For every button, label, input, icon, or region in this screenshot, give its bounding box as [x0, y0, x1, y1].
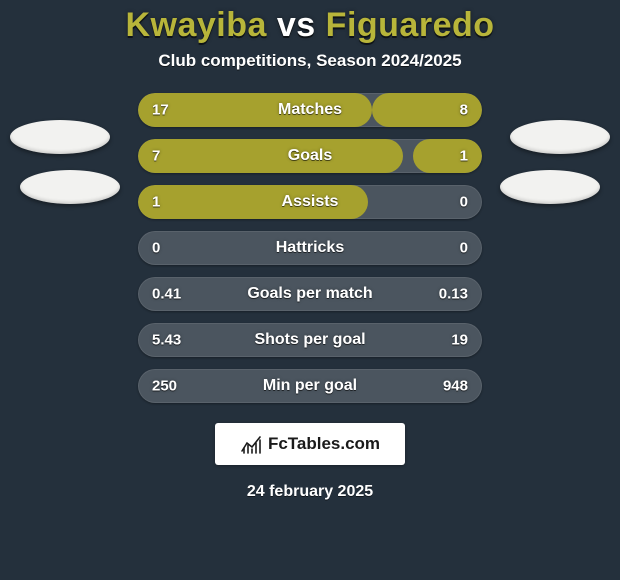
stat-row: 5.43 19Shots per goal — [138, 323, 482, 357]
page-title: Kwayiba vs Figuaredo — [125, 6, 494, 45]
stat-value-left: 5.43 — [152, 332, 181, 349]
stat-fill-left — [138, 185, 368, 219]
stat-fill-left — [138, 139, 403, 173]
stat-label: Min per goal — [138, 377, 482, 395]
brand-badge: FcTables.com — [215, 423, 405, 465]
stat-row: 0 0Hattricks — [138, 231, 482, 265]
stat-value-left: 250 — [152, 378, 177, 395]
stat-value-left: 1 — [152, 194, 160, 211]
stat-row: 10Assists — [138, 185, 482, 219]
subtitle: Club competitions, Season 2024/2025 — [158, 51, 461, 71]
player2-avatar-2 — [500, 170, 600, 204]
stat-fill-left — [138, 93, 372, 127]
player2-avatar-1 — [510, 120, 610, 154]
stat-value-right: 0.13 — [439, 286, 468, 303]
stat-value-right: 948 — [443, 378, 468, 395]
stat-label: Goals per match — [138, 285, 482, 303]
date-label: 24 february 2025 — [247, 483, 373, 501]
stat-label: Shots per goal — [138, 331, 482, 349]
stat-value-right: 1 — [460, 148, 468, 165]
title-player2: Figuaredo — [326, 6, 495, 44]
stat-fill-right — [413, 139, 482, 173]
stat-row: 178Matches — [138, 93, 482, 127]
player1-avatar-1 — [10, 120, 110, 154]
comparison-card: Kwayiba vs Figuaredo Club competitions, … — [0, 0, 620, 580]
stat-value-right: 0 — [460, 240, 468, 257]
player1-avatar-2 — [20, 170, 120, 204]
stat-value-right: 0 — [460, 194, 468, 211]
title-vs: vs — [277, 6, 316, 44]
stat-value-right: 8 — [460, 102, 468, 119]
brand-icon — [240, 433, 262, 455]
stat-row: 71Goals — [138, 139, 482, 173]
stat-row: 0.41 0.13Goals per match — [138, 277, 482, 311]
stat-value-left: 7 — [152, 148, 160, 165]
stat-value-right: 19 — [451, 332, 468, 349]
stat-label: Hattricks — [138, 239, 482, 257]
stat-value-left: 17 — [152, 102, 169, 119]
stat-value-left: 0.41 — [152, 286, 181, 303]
title-player1: Kwayiba — [125, 6, 266, 44]
stat-value-left: 0 — [152, 240, 160, 257]
brand-text: FcTables.com — [268, 434, 380, 454]
stat-row: 250 948Min per goal — [138, 369, 482, 403]
